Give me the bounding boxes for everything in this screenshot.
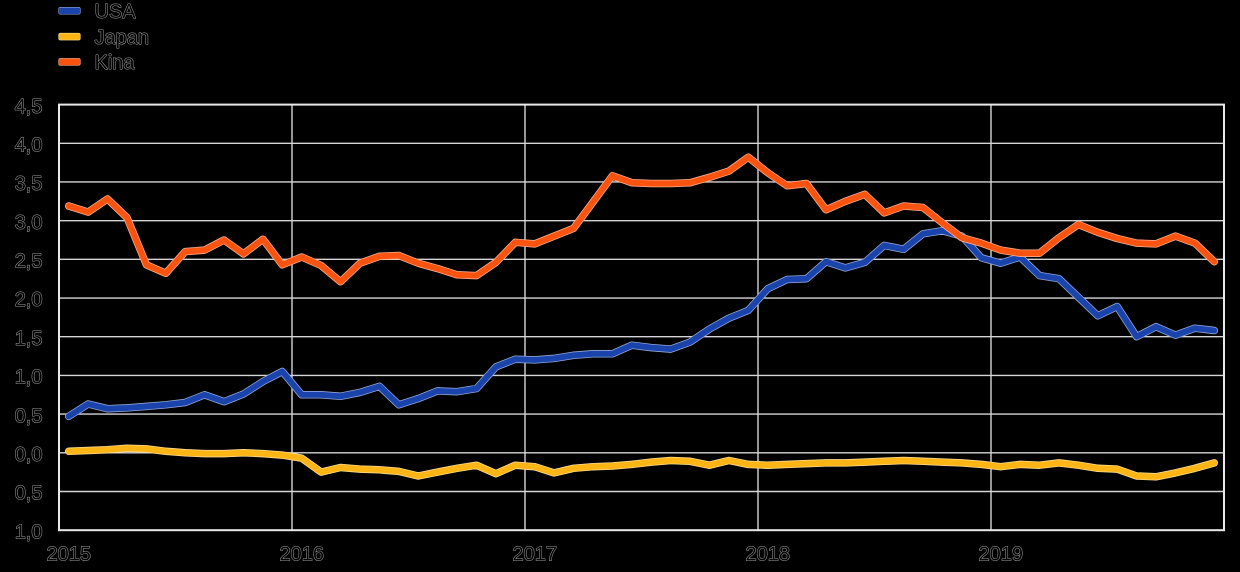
x-tick-label: 2019 <box>978 544 1023 566</box>
y-tick-label: 4,0 <box>15 134 43 156</box>
legend-swatch-japan <box>59 33 80 40</box>
legend-label-usa: USA <box>95 1 137 23</box>
x-tick-label: 2017 <box>512 544 557 566</box>
y-tick-label: 0,5 <box>15 483 43 505</box>
series-line-usa <box>65 227 1218 420</box>
x-tick-label: 2016 <box>279 544 324 566</box>
legend-swatch-usa <box>59 7 80 14</box>
chart-text-layer: 4,54,03,53,02,52,01,51,00,50,00,51,02015… <box>14 1 1023 567</box>
y-tick-label: 4,5 <box>15 96 43 118</box>
series-line-japan <box>65 445 1218 480</box>
y-tick-label: 0,5 <box>15 405 43 427</box>
y-tick-label: 0,0 <box>15 444 43 466</box>
y-tick-label: 2,5 <box>15 251 43 273</box>
legend-label-kina: Kina <box>95 52 136 74</box>
y-tick-label: 1,0 <box>15 521 43 543</box>
series-line-kina <box>65 154 1218 285</box>
y-tick-label: 1,5 <box>15 328 43 350</box>
x-tick-label: 2015 <box>46 544 91 566</box>
y-tick-label: 3,5 <box>15 173 43 195</box>
y-tick-label: 1,0 <box>15 367 43 389</box>
x-tick-label: 2018 <box>745 544 790 566</box>
plot-border <box>58 103 1225 532</box>
y-tick-label: 2,0 <box>15 289 43 311</box>
y-tick-label: 3,0 <box>15 212 43 234</box>
legend-swatch-kina <box>59 58 80 66</box>
legend-label-japan: Japan <box>95 27 150 49</box>
